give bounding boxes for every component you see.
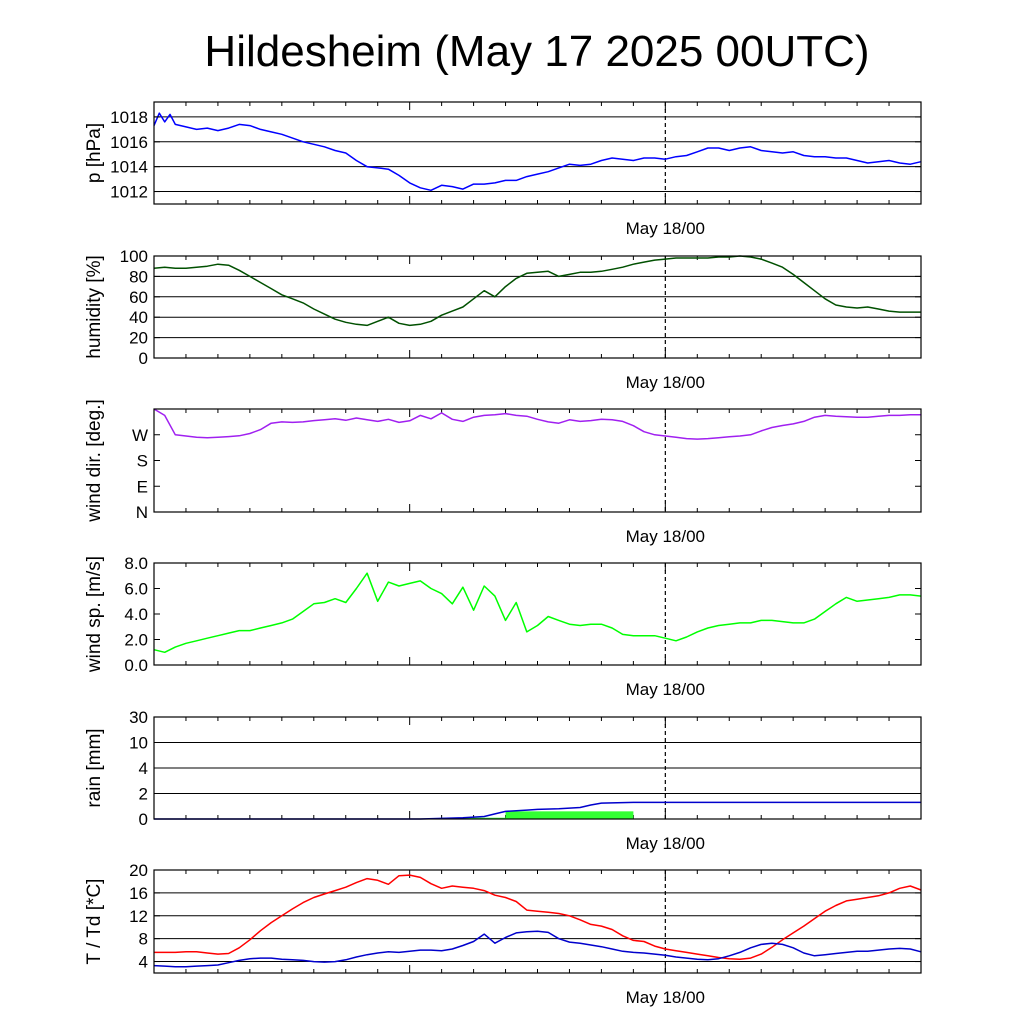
y-axis-label: p [hPa]	[84, 123, 105, 183]
y-tick-label: 80	[129, 267, 148, 286]
y-tick-label: 60	[129, 288, 148, 307]
series-line-dewpoint	[153, 930, 922, 968]
y-tick-label: 0	[139, 810, 148, 829]
plot-frame	[153, 869, 922, 974]
x-date-label: May 18/00	[626, 988, 705, 1007]
plot-frame	[153, 255, 922, 359]
y-axis-label: wind sp. [m/s]	[84, 556, 105, 673]
y-axis-label: humidity [%]	[84, 255, 105, 358]
y-tick-label: N	[136, 503, 148, 522]
panel-rain: 0 2 4 10 30 rain [mm] May 18/00	[84, 708, 922, 853]
x-date-label: May 18/00	[626, 834, 705, 853]
x-date-label: May 18/00	[626, 527, 705, 546]
panel-wind-speed: 0.0 2.0 4.0 6.0 8.0 wind sp. [m/s] May 18/00	[84, 554, 922, 699]
rain-bar	[441, 817, 506, 819]
y-tick-label: E	[137, 477, 148, 496]
x-date-label: May 18/00	[626, 219, 705, 238]
chart-title: Hildesheim (May 17 2025 00UTC)	[204, 27, 869, 76]
rain-bar	[505, 811, 634, 819]
y-axis-label: wind dir. [deg.]	[84, 399, 105, 523]
y-tick-label: S	[137, 452, 148, 471]
y-tick-label: 12	[129, 907, 148, 926]
y-tick-label: 4.0	[124, 605, 148, 624]
y-tick-label: 4	[139, 759, 148, 778]
y-tick-label: 4	[139, 953, 148, 972]
y-tick-label: 8	[139, 930, 148, 949]
plot-frame	[153, 562, 922, 666]
series-line-wind_dir	[153, 408, 921, 440]
y-tick-label: 2.0	[124, 631, 148, 650]
y-axis-label: T / Td [*C]	[84, 879, 105, 965]
panel-pressure: 1012 1014 1016 1018 p [hPa] May 18/00	[84, 101, 922, 238]
series-line-humidity	[153, 255, 921, 327]
y-tick-label: 1016	[110, 133, 148, 152]
y-tick-label: 1012	[110, 183, 148, 202]
y-tick-label: 16	[129, 884, 148, 903]
series-line-wind_speed	[153, 572, 922, 654]
y-tick-label: 2	[139, 785, 148, 804]
x-date-label: May 18/00	[626, 373, 705, 392]
y-tick-label: 0	[139, 349, 148, 368]
y-tick-label: 100	[120, 247, 148, 266]
y-tick-label: 30	[129, 708, 148, 727]
y-tick-label: 20	[129, 861, 148, 880]
plot-frame	[153, 101, 922, 205]
y-tick-label: 20	[129, 329, 148, 348]
x-date-label: May 18/00	[626, 680, 705, 699]
y-axis-label: rain [mm]	[84, 728, 105, 807]
y-tick-label: 1014	[110, 158, 148, 177]
y-tick-label: 0.0	[124, 656, 148, 675]
y-tick-label: 10	[129, 734, 148, 753]
panel-temperature: 4 8 12 16 20 T / Td [*C] May 18/00	[84, 861, 922, 1007]
y-tick-label: 40	[129, 308, 148, 327]
series-line-temperature	[154, 874, 922, 961]
y-tick-label: 8.0	[124, 554, 148, 573]
y-tick-label: 1018	[110, 108, 148, 127]
series-line-rain_line	[154, 801, 921, 820]
y-tick-label: W	[132, 426, 148, 445]
y-tick-label: 6.0	[124, 580, 148, 599]
series-line-pressure	[153, 112, 922, 192]
